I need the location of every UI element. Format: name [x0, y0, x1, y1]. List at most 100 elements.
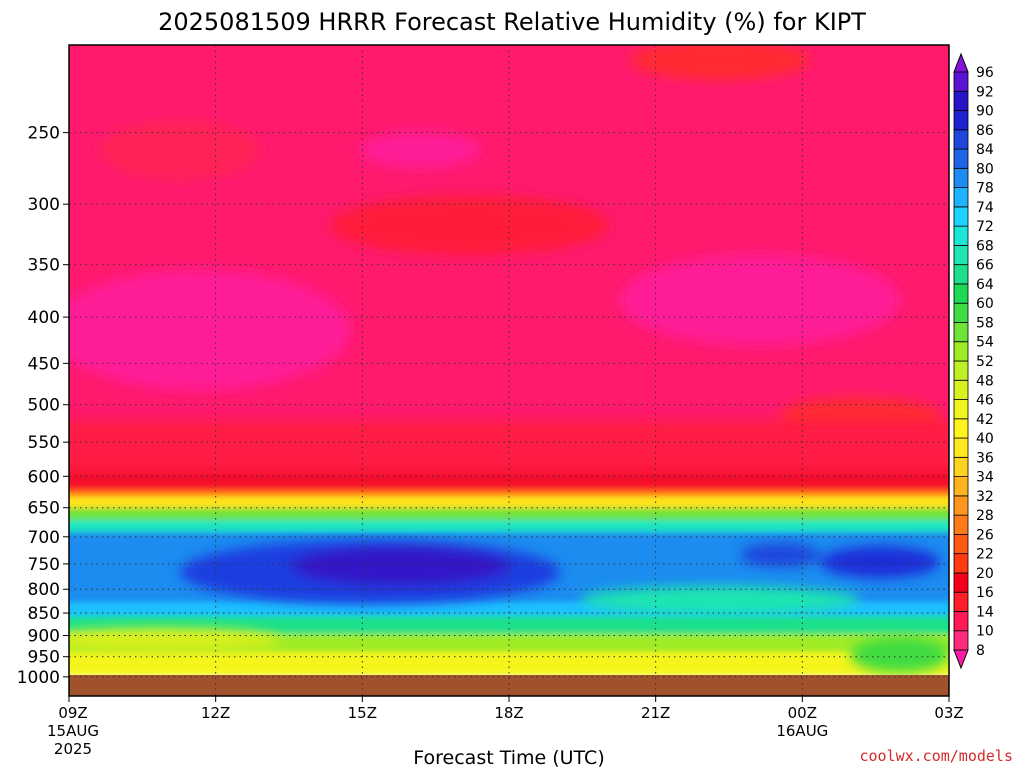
colorbar-swatch — [953, 495, 969, 516]
y-tick-label: 250 — [28, 124, 60, 144]
colorbar-label: 20 — [976, 566, 994, 582]
colorbar-swatch — [953, 187, 969, 208]
colorbar-label: 16 — [976, 585, 994, 601]
y-tick-label: 550 — [28, 433, 60, 453]
colorbar-swatch — [953, 71, 969, 92]
moist-patch — [360, 132, 480, 168]
colorbar-label: 48 — [976, 373, 994, 389]
colorbar-label: 74 — [976, 200, 994, 216]
y-axis: 2503003504004505005506006507007508008509… — [17, 124, 69, 688]
colorbar-label: 10 — [976, 624, 994, 640]
y-tick-label: 600 — [28, 467, 60, 487]
colorbar-swatch — [953, 553, 969, 574]
humid-core — [820, 546, 940, 578]
colorbar-label: 8 — [976, 643, 985, 659]
y-tick-label: 900 — [28, 626, 60, 646]
colorbar-label: 58 — [976, 315, 994, 331]
colorbar-swatch — [953, 476, 969, 497]
x-axis-label: Forecast Time (UTC) — [413, 747, 604, 768]
x-tick-date-label: 16AUG — [776, 722, 828, 740]
colorbar-swatch — [953, 341, 969, 362]
colorbar-label: 72 — [976, 219, 994, 235]
colorbar-label: 96 — [976, 65, 994, 81]
colorbar-label: 52 — [976, 354, 994, 370]
green-patch — [580, 586, 860, 614]
colorbar-label: 14 — [976, 604, 994, 620]
y-tick-label: 800 — [28, 580, 60, 600]
colorbar-label: 66 — [976, 258, 994, 274]
colorbar-swatch — [953, 302, 969, 323]
colorbar-swatch — [953, 437, 969, 458]
colorbar-swatch — [953, 630, 969, 651]
colorbar-swatch — [953, 534, 969, 555]
colorbar-label: 60 — [976, 296, 994, 312]
band-cyan — [69, 520, 949, 532]
dry-patch — [630, 45, 810, 80]
colorbar-label: 22 — [976, 547, 994, 563]
band-green — [69, 508, 949, 520]
colorbar-label: 40 — [976, 431, 994, 447]
moist-patch — [69, 270, 350, 390]
colorbar-label: 28 — [976, 508, 994, 524]
band-orange — [69, 488, 949, 496]
colorbar-swatch — [953, 379, 969, 400]
y-tick-label: 450 — [28, 354, 60, 374]
colorbar-swatch — [953, 110, 969, 131]
y-tick-label: 700 — [28, 528, 60, 548]
colorbar-label: 78 — [976, 181, 994, 197]
y-tick-label: 1000 — [17, 668, 60, 688]
colorbar-swatch — [953, 360, 969, 381]
colorbar-swatch — [953, 129, 969, 150]
credit-text: coolwx.com/models — [859, 747, 1013, 765]
colorbar-label: 92 — [976, 84, 994, 100]
surface-mask — [69, 675, 949, 696]
colorbar-label: 36 — [976, 450, 994, 466]
humid-core — [740, 543, 820, 567]
humid-core — [290, 546, 510, 586]
x-tick-label: 15Z — [348, 704, 377, 722]
colorbar-label: 68 — [976, 238, 994, 254]
colorbar-label: 46 — [976, 393, 994, 409]
x-tick-label: 03Z — [934, 704, 963, 722]
colorbar-swatch — [953, 225, 969, 246]
y-tick-label: 850 — [28, 604, 60, 624]
colorbar-swatch — [953, 148, 969, 169]
colorbar-label: 54 — [976, 335, 994, 351]
colorbar-swatch — [953, 264, 969, 285]
dry-patch — [330, 195, 610, 255]
x-tick-date-label: 15AUG — [47, 722, 99, 740]
moist-patch — [620, 255, 900, 345]
grid — [68, 45, 950, 696]
x-tick-label: 18Z — [494, 704, 523, 722]
y-tick-label: 500 — [28, 396, 60, 416]
y-tick-label: 950 — [28, 648, 60, 668]
colorbar-label: 26 — [976, 527, 994, 543]
colorbar-label: 64 — [976, 277, 994, 293]
colorbar-swatch — [953, 167, 969, 188]
y-tick-label: 300 — [28, 195, 60, 215]
colorbar-label: 42 — [976, 412, 994, 428]
colorbar-swatch — [953, 283, 969, 304]
x-tick-label: 12Z — [201, 704, 230, 722]
colorbar-swatch — [953, 90, 969, 111]
dry-patch — [100, 120, 260, 180]
colorbar-swatch — [953, 418, 969, 439]
colorbar-swatch — [953, 206, 969, 227]
x-tick-label: 09Z — [58, 704, 87, 722]
colorbar-min-arrow — [953, 649, 969, 670]
colorbar-swatch — [953, 572, 969, 593]
colorbar-swatch — [953, 322, 969, 343]
y-tick-label: 750 — [28, 555, 60, 575]
green-patch — [69, 628, 280, 652]
colorbar-label: 32 — [976, 489, 994, 505]
band-teal — [69, 616, 949, 634]
band-yellow — [69, 496, 949, 508]
y-tick-label: 400 — [28, 308, 60, 328]
colorbar-label: 90 — [976, 104, 994, 120]
colorbar-swatch — [953, 456, 969, 478]
green-patch — [850, 637, 949, 673]
colorbar-swatch — [953, 399, 969, 420]
colorbar-swatch — [953, 611, 969, 632]
colorbar-label: 80 — [976, 161, 994, 177]
